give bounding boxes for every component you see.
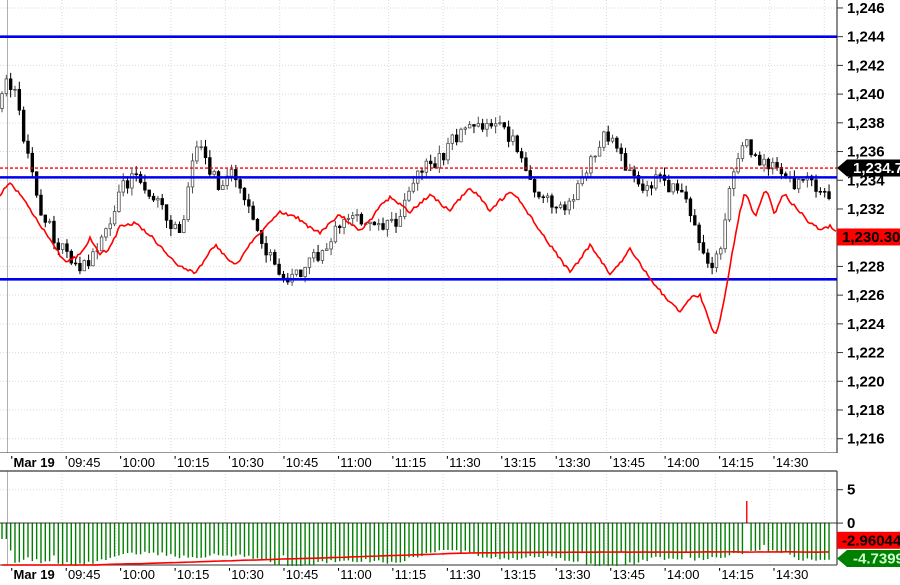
svg-text:1,240: 1,240 (847, 86, 885, 103)
svg-text:09:45: 09:45 (68, 567, 101, 582)
svg-text:14:30: 14:30 (776, 567, 809, 582)
svg-text:11:30: 11:30 (449, 455, 481, 470)
svg-text:14:15: 14:15 (721, 567, 754, 582)
svg-text:-4.73999: -4.73999 (853, 551, 900, 568)
svg-text:5: 5 (847, 482, 855, 499)
svg-text:1,232: 1,232 (847, 201, 885, 218)
svg-text:10:30: 10:30 (231, 567, 264, 582)
svg-text:-2.96044: -2.96044 (842, 532, 900, 549)
svg-text:13:45: 13:45 (612, 455, 645, 470)
svg-text:Mar 19: Mar 19 (14, 455, 55, 470)
svg-text:13:15: 13:15 (504, 455, 537, 470)
svg-text:1,220: 1,220 (847, 373, 885, 390)
svg-text:11:00: 11:00 (340, 567, 372, 582)
svg-text:1,242: 1,242 (847, 57, 885, 74)
svg-text:10:15: 10:15 (177, 567, 210, 582)
svg-text:10:30: 10:30 (231, 455, 264, 470)
svg-text:1,226: 1,226 (847, 287, 885, 304)
svg-text:1,218: 1,218 (847, 402, 885, 419)
svg-text:10:00: 10:00 (122, 567, 155, 582)
svg-text:1,236: 1,236 (847, 144, 885, 161)
svg-text:11:00: 11:00 (340, 455, 372, 470)
svg-text:1,244: 1,244 (847, 29, 885, 46)
svg-text:13:15: 13:15 (504, 567, 537, 582)
svg-text:14:30: 14:30 (776, 455, 809, 470)
svg-text:14:00: 14:00 (667, 455, 700, 470)
svg-text:14:15: 14:15 (721, 455, 754, 470)
svg-text:1,230.30: 1,230.30 (842, 229, 900, 246)
svg-text:13:45: 13:45 (612, 567, 645, 582)
svg-text:10:45: 10:45 (286, 567, 319, 582)
svg-text:11:30: 11:30 (449, 567, 481, 582)
svg-text:10:15: 10:15 (177, 455, 210, 470)
svg-text:0: 0 (847, 515, 855, 532)
svg-text:1,222: 1,222 (847, 345, 885, 362)
svg-text:1,238: 1,238 (847, 115, 885, 132)
svg-text:1,246: 1,246 (847, 0, 885, 17)
svg-text:11:15: 11:15 (395, 567, 427, 582)
svg-text:13:30: 13:30 (558, 455, 591, 470)
svg-text:1,216: 1,216 (847, 431, 885, 448)
svg-text:13:30: 13:30 (558, 567, 591, 582)
svg-text:Mar 19: Mar 19 (14, 567, 55, 582)
svg-text:10:45: 10:45 (286, 455, 319, 470)
svg-text:11:15: 11:15 (395, 455, 427, 470)
svg-text:14:00: 14:00 (667, 567, 700, 582)
svg-text:10:00: 10:00 (122, 455, 155, 470)
svg-text:1,228: 1,228 (847, 258, 885, 275)
svg-text:1,224: 1,224 (847, 316, 885, 333)
svg-text:09:45: 09:45 (68, 455, 101, 470)
svg-text:1,234.74: 1,234.74 (853, 160, 900, 177)
